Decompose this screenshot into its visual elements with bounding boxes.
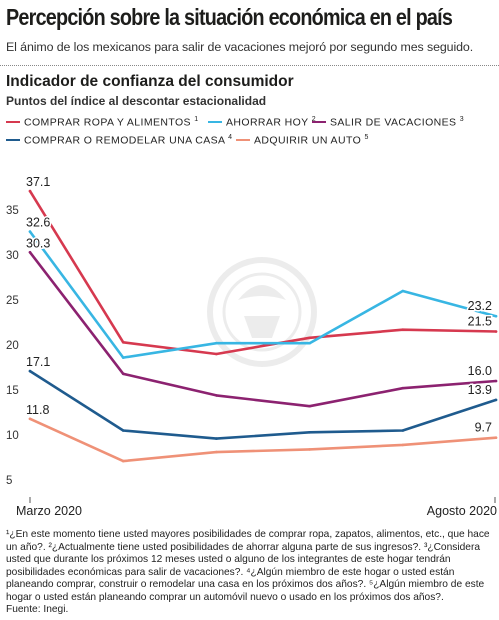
data-label-end: 13.9 — [468, 383, 492, 397]
data-label-start: 17.1 — [26, 355, 50, 369]
legend-note: 1 — [194, 116, 199, 123]
data-point — [215, 394, 218, 397]
source: Fuente: Inegi. — [6, 604, 69, 615]
data-point — [121, 341, 125, 344]
y-tick-label: 10 — [6, 430, 19, 442]
data-point — [28, 251, 32, 254]
footnotes: ¹¿En este momento tiene usted mayores po… — [6, 529, 490, 603]
y-tick-label: 35 — [6, 205, 19, 217]
data-point — [494, 314, 498, 318]
data-label-start: 32.6 — [26, 216, 50, 230]
data-point — [308, 404, 311, 408]
data-point — [121, 429, 125, 432]
x-tick-label: Marzo 2020 — [16, 504, 82, 518]
data-label-start: 11.8 — [26, 403, 49, 417]
legend-note: 3 — [459, 116, 465, 123]
data-point — [308, 431, 311, 434]
series-line-4 — [28, 369, 498, 440]
y-tick-label: 15 — [6, 385, 19, 397]
data-label-end: 21.5 — [468, 315, 492, 329]
line-chart: 5 10 15 20 25 30 35 37.1 21.5 32.6 23.2 30.3 16.0 17… — [6, 174, 498, 518]
data-labels: 37.1 21.5 32.6 23.2 30.3 16.0 17.1 13.9 11.8 9.7 — [25, 174, 494, 437]
data-point — [215, 450, 218, 454]
legend-label: COMPRAR O REMODELAR UNA CASA — [24, 134, 225, 147]
data-point — [121, 356, 125, 359]
subheadline: El ánimo de los mexicanos para salir de … — [6, 40, 474, 54]
series-line-1 — [28, 189, 498, 356]
legend-note: 4 — [228, 134, 233, 141]
legend-swatch — [6, 121, 20, 124]
headline: Percepción sobre la situación económica … — [6, 4, 453, 30]
series-line-2 — [28, 230, 498, 359]
y-tick-label: 20 — [6, 340, 19, 352]
y-axis: 5 10 15 20 25 30 35 — [6, 205, 19, 487]
legend-swatch — [208, 121, 222, 124]
data-point — [28, 369, 32, 373]
data-label-end: 16.0 — [468, 364, 492, 378]
data-point — [308, 448, 311, 451]
legend-swatch — [236, 139, 250, 142]
data-point — [28, 189, 32, 193]
legend-swatch — [6, 139, 20, 142]
data-point — [494, 436, 498, 440]
legend-label: AHORRAR HOY — [226, 116, 309, 129]
data-point — [308, 336, 311, 340]
data-point — [308, 341, 311, 345]
data-point — [401, 328, 405, 332]
data-point — [215, 437, 218, 440]
series-line-3 — [28, 251, 498, 408]
legend-item-ropa: COMPRAR ROPA Y ALIMENTOS 1 — [6, 116, 199, 129]
legend-label: COMPRAR ROPA Y ALIMENTOS — [24, 116, 191, 129]
data-label-end: 23.2 — [468, 299, 492, 313]
y-tick-label: 30 — [6, 250, 19, 262]
data-point — [215, 352, 218, 356]
data-point — [121, 459, 125, 463]
data-point — [401, 429, 405, 432]
chart-subtitle: Puntos del índice al descontar estaciona… — [6, 94, 267, 108]
legend-swatch — [312, 121, 326, 124]
data-point — [401, 443, 405, 447]
legend-note: 2 — [311, 116, 317, 123]
legend-item-casa: COMPRAR O REMODELAR UNA CASA 4 — [6, 134, 232, 147]
y-tick-label: 25 — [6, 295, 19, 307]
legend-note: 5 — [364, 134, 369, 141]
legend-label: ADQUIRIR UN AUTO — [254, 134, 362, 147]
data-label-start: 37.1 — [26, 175, 50, 189]
data-point — [494, 330, 498, 333]
legend-label: SALIR DE VACACIONES — [330, 116, 457, 129]
series-lines — [28, 189, 498, 463]
data-point — [215, 341, 218, 345]
data-label-end: 9.7 — [475, 421, 492, 435]
data-point — [494, 379, 498, 383]
data-point — [28, 230, 32, 233]
x-axis: Marzo 2020 Agosto 2020 — [16, 497, 497, 518]
data-label-start: 30.3 — [26, 236, 50, 250]
y-tick-label: 5 — [6, 475, 12, 487]
data-point — [401, 289, 405, 293]
series-line-5 — [28, 417, 498, 463]
chart-title: Indicador de confianza del consumidor — [6, 73, 294, 90]
legend-item-ahorrar: AHORRAR HOY 2 — [208, 116, 316, 129]
legend-item-vacaciones: SALIR DE VACACIONES 3 — [312, 116, 464, 129]
x-tick-label: Agosto 2020 — [427, 504, 497, 518]
watermark-seal — [207, 257, 317, 367]
legend-item-auto: ADQUIRIR UN AUTO 5 — [236, 134, 369, 147]
data-point — [28, 417, 32, 421]
data-point — [401, 386, 405, 390]
divider — [0, 65, 499, 66]
data-point — [121, 372, 125, 376]
data-point — [494, 398, 498, 402]
